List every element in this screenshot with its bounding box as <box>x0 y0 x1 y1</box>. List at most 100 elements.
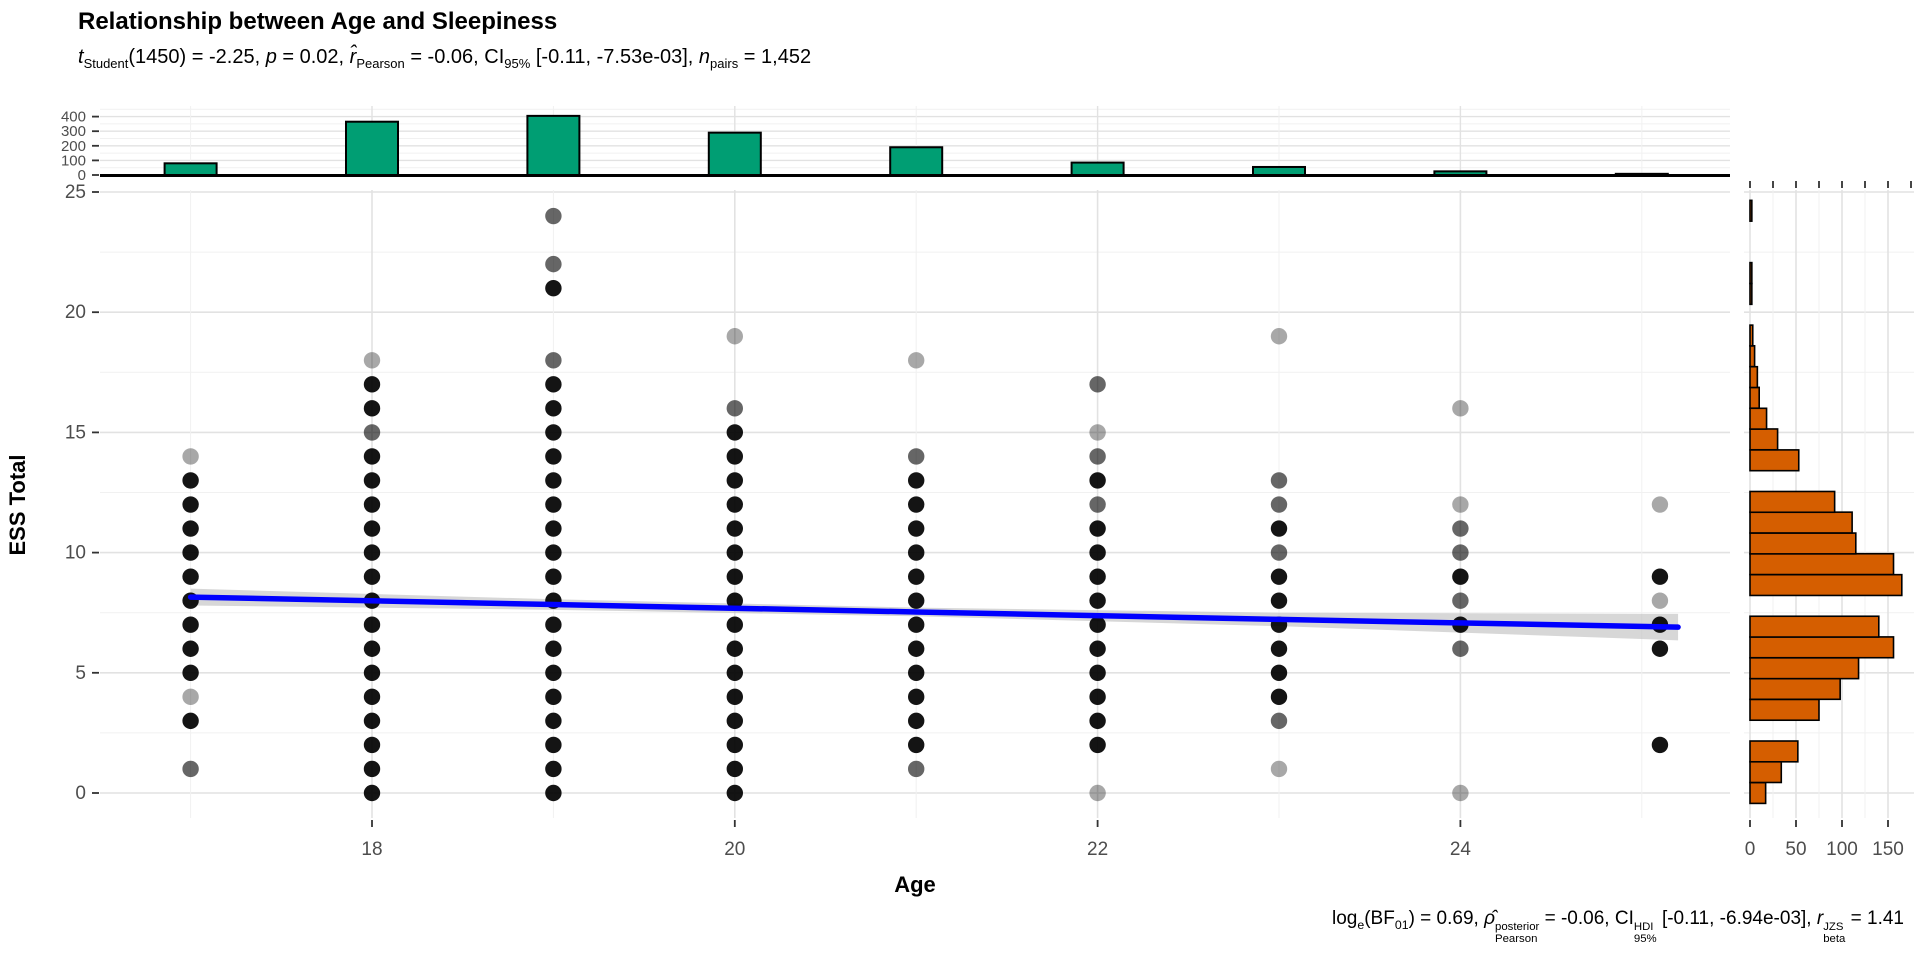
data-point <box>1270 712 1288 730</box>
data-point <box>545 640 562 657</box>
top-histogram-bar <box>1252 165 1306 177</box>
right-histogram-bar <box>1749 490 1836 514</box>
scatter-points <box>182 207 1669 802</box>
data-point <box>363 352 381 369</box>
top-histogram-bar <box>526 114 581 177</box>
data-point <box>363 616 381 633</box>
data-point <box>545 568 562 585</box>
right-histogram-bar <box>1749 428 1779 451</box>
data-point <box>726 328 743 345</box>
data-point <box>545 784 562 802</box>
data-point <box>182 664 199 681</box>
right-histogram-bar <box>1749 365 1759 389</box>
data-point <box>726 400 743 417</box>
tick-label: 20 <box>65 302 86 323</box>
data-point <box>545 279 562 297</box>
data-point <box>545 472 562 489</box>
data-point <box>363 448 381 465</box>
top-histogram-bar <box>345 120 399 176</box>
data-point <box>1452 496 1469 513</box>
data-point <box>1089 616 1106 633</box>
right-histogram-bar <box>1749 407 1768 430</box>
y-axis-title: ESS Total <box>5 454 30 556</box>
data-point <box>545 520 562 537</box>
tick-label: 200 <box>61 138 86 155</box>
data-point <box>726 592 743 609</box>
data-point <box>726 760 743 778</box>
right-histogram-bar <box>1749 636 1895 659</box>
data-point <box>363 664 381 681</box>
data-point <box>1651 640 1669 657</box>
right-histogram-bar <box>1749 324 1754 347</box>
tick-label: 50 <box>1785 839 1806 860</box>
data-point <box>908 352 925 369</box>
data-point <box>1452 784 1469 802</box>
data-point <box>726 616 743 633</box>
data-point <box>1270 328 1288 345</box>
data-point <box>1089 424 1106 441</box>
data-point <box>726 664 743 681</box>
data-point <box>1089 736 1106 754</box>
top-histogram-bar <box>1070 161 1125 176</box>
data-point <box>908 544 925 561</box>
data-point <box>182 520 199 537</box>
data-point <box>908 736 925 754</box>
data-point <box>1089 472 1106 489</box>
tick-label: 100 <box>61 152 86 169</box>
data-point <box>363 784 381 802</box>
data-point <box>1651 496 1669 513</box>
data-point <box>545 736 562 754</box>
chart-title: Relationship between Age and Sleepiness <box>78 8 558 35</box>
data-point <box>545 760 562 778</box>
tick-label: 400 <box>61 109 86 126</box>
data-point <box>1452 544 1469 561</box>
data-point <box>908 448 925 465</box>
right-histogram-bar <box>1749 386 1760 409</box>
right-histogram-bar <box>1749 344 1756 368</box>
data-point <box>545 688 562 706</box>
right-histogram-bar <box>1749 199 1753 222</box>
data-point <box>363 424 381 441</box>
data-point <box>1089 448 1106 465</box>
data-point <box>363 640 381 657</box>
tick-label: 20 <box>724 839 745 860</box>
tick-label: 5 <box>75 663 86 684</box>
data-point <box>363 544 381 561</box>
data-point <box>1452 520 1469 537</box>
data-point <box>1270 760 1288 778</box>
data-point <box>908 760 925 778</box>
data-point <box>545 496 562 513</box>
data-point <box>1089 568 1106 585</box>
top-histogram-bar <box>889 146 944 176</box>
data-point <box>363 472 381 489</box>
data-point <box>908 592 925 609</box>
data-point <box>726 688 743 706</box>
right-histogram <box>1749 199 1903 805</box>
data-point <box>726 640 743 657</box>
data-point <box>1089 640 1106 657</box>
data-point <box>1089 544 1106 561</box>
right-histogram-bar <box>1749 615 1880 638</box>
tick-label: 0 <box>78 167 86 184</box>
data-point <box>545 207 562 225</box>
data-point <box>182 472 199 489</box>
data-point <box>908 640 925 657</box>
data-point <box>1452 592 1469 609</box>
regression <box>187 594 1681 630</box>
tick-label: 0 <box>75 783 86 804</box>
data-point <box>908 616 925 633</box>
data-point <box>363 712 381 730</box>
tick-label: 150 <box>1872 839 1904 860</box>
x-axis-title: Age <box>894 872 936 897</box>
data-point <box>908 472 925 489</box>
data-point <box>726 520 743 537</box>
data-point <box>1452 400 1469 417</box>
right-histogram-bar <box>1749 657 1860 680</box>
data-point <box>545 664 562 681</box>
data-point <box>1270 664 1288 681</box>
data-point <box>1089 712 1106 730</box>
data-point <box>182 760 199 778</box>
